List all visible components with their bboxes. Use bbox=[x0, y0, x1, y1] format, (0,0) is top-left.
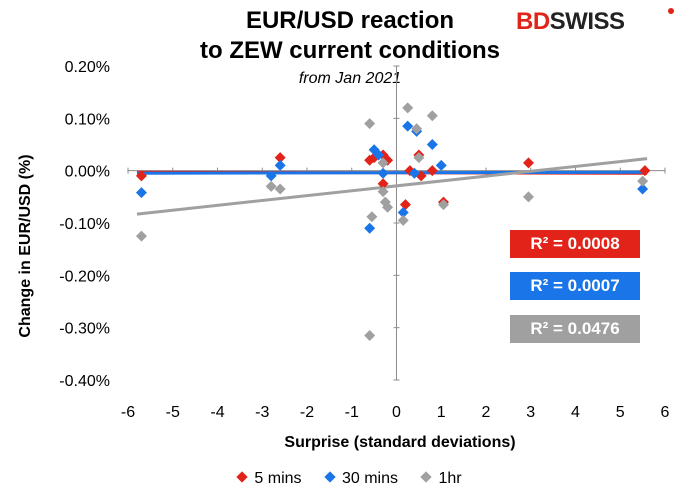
point-30-mins bbox=[637, 183, 649, 195]
point-30-mins bbox=[364, 222, 376, 234]
points-layer bbox=[135, 102, 651, 342]
point-1hr bbox=[265, 180, 277, 192]
point-1hr bbox=[397, 214, 409, 226]
x-tick-label: -3 bbox=[255, 404, 269, 421]
brand-logo-bd: BD bbox=[516, 8, 550, 35]
legend-marker-diamond-icon bbox=[420, 471, 433, 483]
point-5-mins bbox=[377, 178, 389, 190]
chart-title-line1: EUR/USD reaction bbox=[245, 7, 455, 34]
brand-logo: BDSWISS bbox=[516, 8, 674, 36]
x-tick-label: 6 bbox=[661, 404, 670, 421]
point-30-mins bbox=[426, 139, 438, 150]
chart-subtitle: from Jan 2021 bbox=[298, 70, 402, 87]
point-5-mins bbox=[135, 170, 147, 182]
point-30-mins bbox=[373, 149, 385, 161]
trendline-layer bbox=[136, 157, 648, 216]
point-5-mins bbox=[274, 152, 286, 164]
point-1hr bbox=[377, 157, 389, 169]
point-1hr bbox=[366, 211, 378, 223]
legend-label: 1hr bbox=[438, 470, 462, 487]
trendline-1hr bbox=[136, 157, 648, 216]
point-30-mins bbox=[265, 170, 277, 182]
y-tick-label: 0.20% bbox=[65, 59, 110, 76]
point-1hr bbox=[413, 152, 425, 164]
legend-label: 5 mins bbox=[254, 470, 302, 487]
trendline-30-mins bbox=[136, 170, 648, 175]
legend-item-1hr: 1hr bbox=[420, 470, 462, 488]
point-1hr bbox=[135, 230, 147, 242]
point-1hr bbox=[382, 201, 394, 213]
x-tick-label: -6 bbox=[121, 404, 135, 421]
x-tick-label: -4 bbox=[210, 404, 224, 421]
y-tick-label: 0.10% bbox=[65, 111, 110, 128]
r2-label-1hr: R² = 0.0476 bbox=[510, 315, 640, 343]
point-1hr bbox=[364, 118, 376, 130]
chart-title: EUR/USD reaction to ZEW current conditio… bbox=[0, 6, 700, 66]
legend-label: 30 mins bbox=[341, 470, 399, 487]
r2-label-30-mins: R² = 0.0007 bbox=[510, 272, 640, 300]
point-1hr bbox=[426, 110, 438, 122]
legend-item-30-mins: 30 mins bbox=[324, 470, 399, 488]
point-1hr bbox=[523, 191, 535, 203]
x-tick-label: -5 bbox=[166, 404, 180, 421]
point-30-mins bbox=[435, 159, 447, 171]
point-5-mins bbox=[523, 157, 535, 169]
chart-title-line2: to ZEW current conditions bbox=[200, 37, 500, 64]
y-axis-title: Change in EUR/USD (%) bbox=[17, 154, 34, 337]
point-1hr bbox=[377, 186, 389, 198]
point-1hr bbox=[364, 330, 376, 342]
point-30-mins bbox=[377, 167, 389, 179]
x-tick-label: 5 bbox=[616, 404, 625, 421]
legend-marker-diamond-icon bbox=[324, 471, 336, 483]
r2-label-5-mins: R² = 0.0008 bbox=[510, 230, 640, 258]
y-tick-label: -0.10% bbox=[59, 216, 110, 233]
x-tick-label: -2 bbox=[300, 404, 314, 421]
x-tick-label: 3 bbox=[526, 404, 535, 421]
x-tick-label: 0 bbox=[392, 404, 401, 421]
y-tick-label: 0.00% bbox=[65, 164, 110, 181]
x-tick-label: 4 bbox=[571, 404, 580, 421]
point-5-mins bbox=[426, 165, 438, 177]
point-1hr bbox=[274, 183, 286, 195]
point-30-mins bbox=[397, 207, 409, 219]
point-1hr bbox=[637, 175, 649, 187]
brand-logo-swiss: SWISS bbox=[549, 8, 625, 35]
point-30-mins bbox=[274, 159, 286, 171]
x-tick-label: 1 bbox=[437, 404, 446, 421]
x-axis-title: Surprise (standard deviations) bbox=[284, 434, 515, 451]
point-30-mins bbox=[135, 187, 147, 199]
point-30-mins bbox=[402, 120, 414, 132]
x-tick-label: 2 bbox=[482, 404, 491, 421]
legend: 5 mins 30 mins 1hr bbox=[0, 470, 700, 488]
point-1hr bbox=[437, 199, 449, 211]
brand-logo-dot bbox=[668, 8, 674, 14]
y-tick-label: -0.30% bbox=[59, 321, 110, 338]
legend-marker-diamond-icon bbox=[236, 471, 249, 483]
y-tick-label: -0.40% bbox=[59, 373, 110, 390]
point-1hr bbox=[402, 102, 414, 114]
point-5-mins bbox=[399, 199, 411, 211]
point-1hr bbox=[411, 123, 423, 135]
tick-labels-layer: -6 -5 -4 -3 -2 -1 0 1 2 3 4 5 6 0.20% 0.10% 0.00% -0.10%… bbox=[59, 59, 669, 421]
legend-item-5-mins: 5 mins bbox=[236, 470, 302, 488]
y-tick-label: -0.20% bbox=[59, 268, 110, 285]
point-5-mins bbox=[639, 165, 651, 177]
point-30-mins bbox=[408, 167, 420, 179]
x-tick-label: -1 bbox=[345, 404, 359, 421]
